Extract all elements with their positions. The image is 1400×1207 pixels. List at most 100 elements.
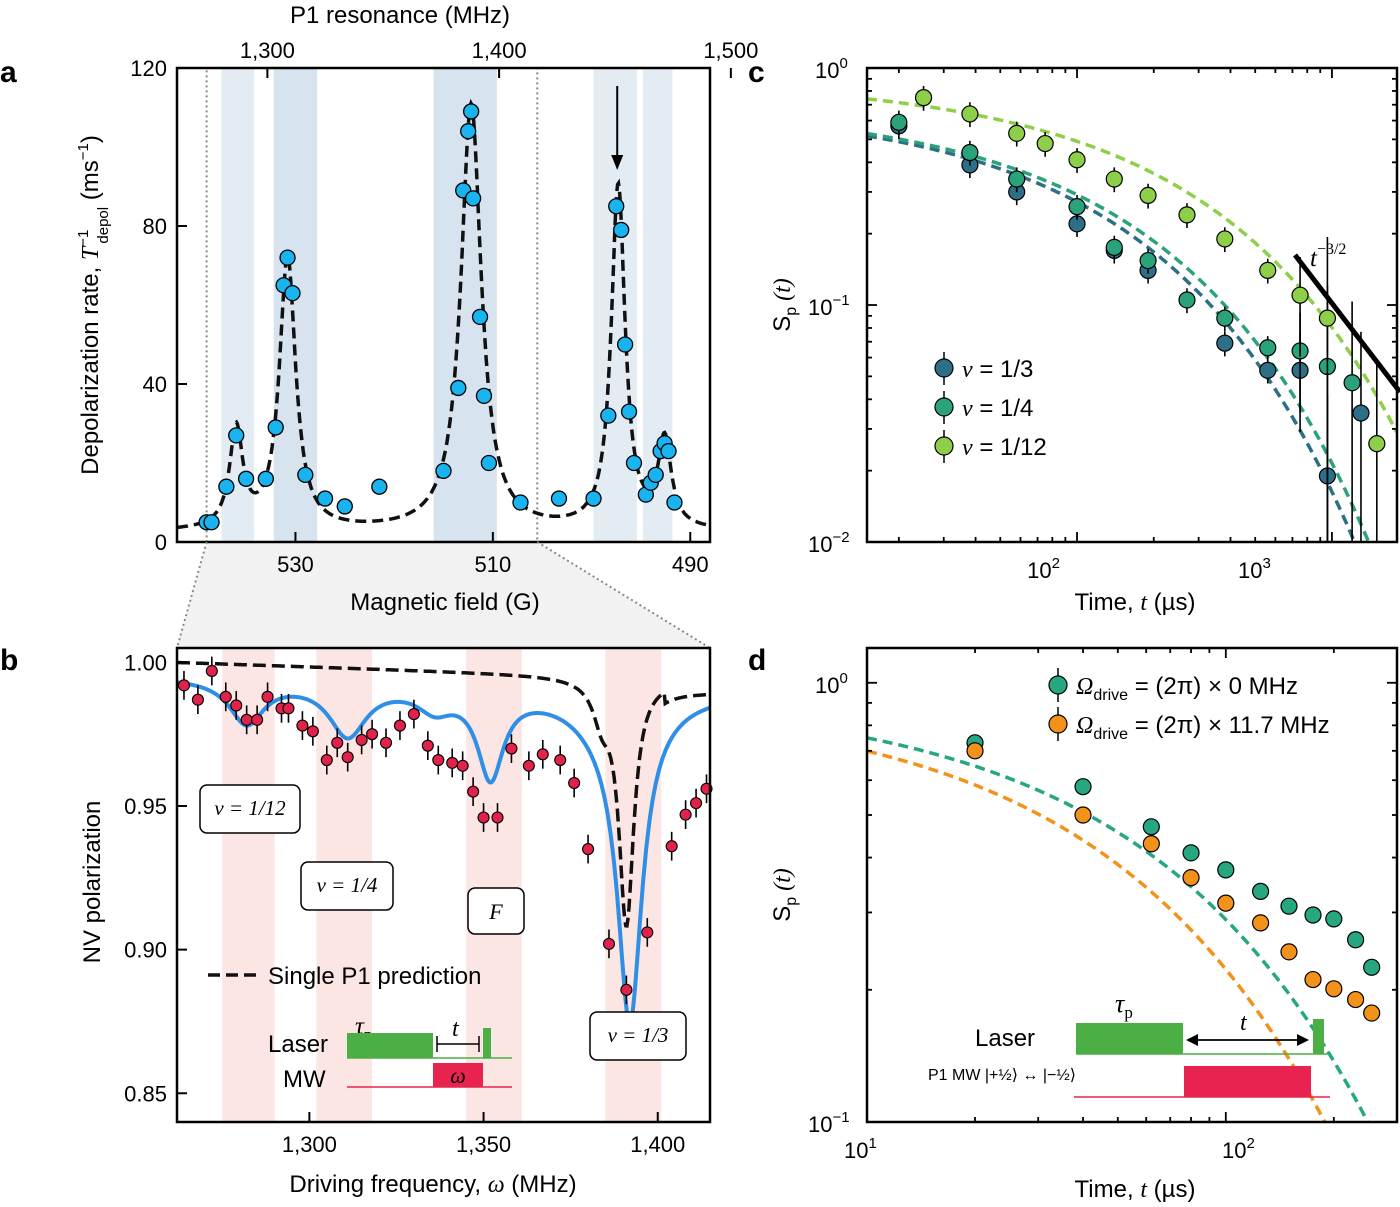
x-tick-100: 102 xyxy=(1027,555,1060,583)
data-point xyxy=(1178,291,1196,309)
y-tick-label: 40 xyxy=(143,372,167,397)
y-axis-label: NV polarization xyxy=(79,801,106,964)
p1-mw-label: P1 MW |+½⟩ ↔ |−½⟩ xyxy=(928,1067,1076,1084)
y-axis-label: Depolarization rate, T−1 depol (ms−1) xyxy=(75,135,112,475)
x-axis-label: Magnetic field (G) xyxy=(350,589,539,616)
data-point xyxy=(1291,286,1309,304)
data-point xyxy=(432,753,445,767)
mw-label: MW xyxy=(283,1066,326,1093)
data-point xyxy=(550,490,568,507)
data-point xyxy=(620,983,633,996)
fit-curve xyxy=(867,736,1370,1122)
data-point xyxy=(1325,910,1343,928)
data-point xyxy=(582,843,595,856)
panel-letter-a: a xyxy=(0,56,17,89)
x-tick-label: 490 xyxy=(672,552,709,577)
data-point xyxy=(625,454,643,472)
band xyxy=(273,68,318,542)
y-tick-label: 120 xyxy=(130,56,167,81)
t-label: t xyxy=(1240,1010,1248,1036)
axes-frame xyxy=(865,646,1399,1124)
laser-label: Laser xyxy=(975,1025,1035,1052)
data-point xyxy=(371,478,388,495)
fit-curves xyxy=(867,97,1397,542)
data-point xyxy=(435,462,452,480)
top-tick-label: 1,300 xyxy=(240,38,295,63)
fit-curve xyxy=(177,680,710,1027)
data-point xyxy=(961,105,979,123)
data-point xyxy=(666,494,683,511)
y-tick-0.01: 10−2 xyxy=(808,529,850,557)
data-point xyxy=(341,751,354,764)
data-point xyxy=(600,407,617,424)
t-arrow-right-head xyxy=(1297,1034,1309,1046)
power-law-line xyxy=(1293,253,1400,394)
data-point xyxy=(446,756,459,769)
data-points xyxy=(966,734,1381,1022)
legend-d: Ωdrive = (2π) × 0 MHz Ωdrive = (2π) × 11… xyxy=(1048,668,1330,743)
data-point xyxy=(660,442,677,460)
data-point xyxy=(218,478,235,495)
data-point xyxy=(1074,806,1092,824)
legend-drive-11.7: Ωdrive = (2π) × 11.7 MHz xyxy=(1076,712,1330,743)
legend-marker-nu3 xyxy=(934,358,954,378)
log-ticks xyxy=(866,648,1398,1123)
legend-marker-drive-0 xyxy=(1048,675,1068,695)
data-point xyxy=(421,739,434,752)
data-point xyxy=(279,249,296,266)
data-points xyxy=(198,103,683,531)
legend-drive-0: Ωdrive = (2π) × 0 MHz xyxy=(1076,673,1298,704)
data-point xyxy=(379,736,393,749)
data-point xyxy=(608,198,625,215)
data-point xyxy=(219,690,232,703)
data-point xyxy=(1036,134,1054,153)
data-point xyxy=(1178,206,1196,224)
data-point xyxy=(1318,309,1337,327)
top-axis-label: P1 resonance (MHz) xyxy=(290,2,510,29)
omega-label: ω xyxy=(450,1063,466,1088)
legend-label: Single P1 prediction xyxy=(268,963,481,990)
panel-letter-c: c xyxy=(748,56,765,89)
data-point xyxy=(467,785,480,798)
data-point xyxy=(251,713,264,726)
fit-curve xyxy=(867,97,1397,434)
y-axis-label: Sp (t) xyxy=(769,278,800,332)
data-point xyxy=(477,811,490,824)
data-point xyxy=(456,759,469,772)
data-point xyxy=(464,190,482,207)
data-point xyxy=(1251,914,1270,932)
fit-curve xyxy=(867,131,1371,542)
data-point xyxy=(1216,230,1234,248)
x-tick-label: 530 xyxy=(277,552,314,577)
data-point xyxy=(306,725,319,738)
y-tick-0.1: 10−1 xyxy=(808,1109,850,1137)
data-point xyxy=(471,308,489,326)
data-point xyxy=(393,719,407,732)
data-point xyxy=(267,419,284,436)
x-tick-label: 1,400 xyxy=(630,1132,685,1157)
x-tick-10: 101 xyxy=(844,1135,877,1163)
legend-marker-drive-11.7 xyxy=(1048,714,1068,734)
data-point xyxy=(297,466,314,484)
top-tick-label: 1,500 xyxy=(703,38,758,63)
legend-marker-nu4 xyxy=(934,397,954,417)
data-point xyxy=(237,470,255,487)
axes-frame xyxy=(865,66,1399,544)
label-nu4: ν = 1/4 xyxy=(317,873,378,897)
data-point xyxy=(1217,861,1235,879)
panel-letter-b: b xyxy=(0,644,18,677)
data-point xyxy=(1105,238,1123,256)
data-point xyxy=(1363,1004,1381,1022)
data-point xyxy=(536,748,549,761)
data-point xyxy=(1346,931,1365,949)
data-point xyxy=(679,808,692,821)
data-point xyxy=(1068,198,1086,216)
x-axis-label: Driving frequency, ω (MHz) xyxy=(289,1171,576,1198)
legend-marker-nu12 xyxy=(934,436,954,456)
arrow-head xyxy=(611,155,624,170)
data-point xyxy=(296,719,309,732)
data-point xyxy=(1217,894,1235,912)
data-point xyxy=(1259,339,1277,357)
data-point xyxy=(1259,361,1277,379)
data-point xyxy=(460,123,477,140)
